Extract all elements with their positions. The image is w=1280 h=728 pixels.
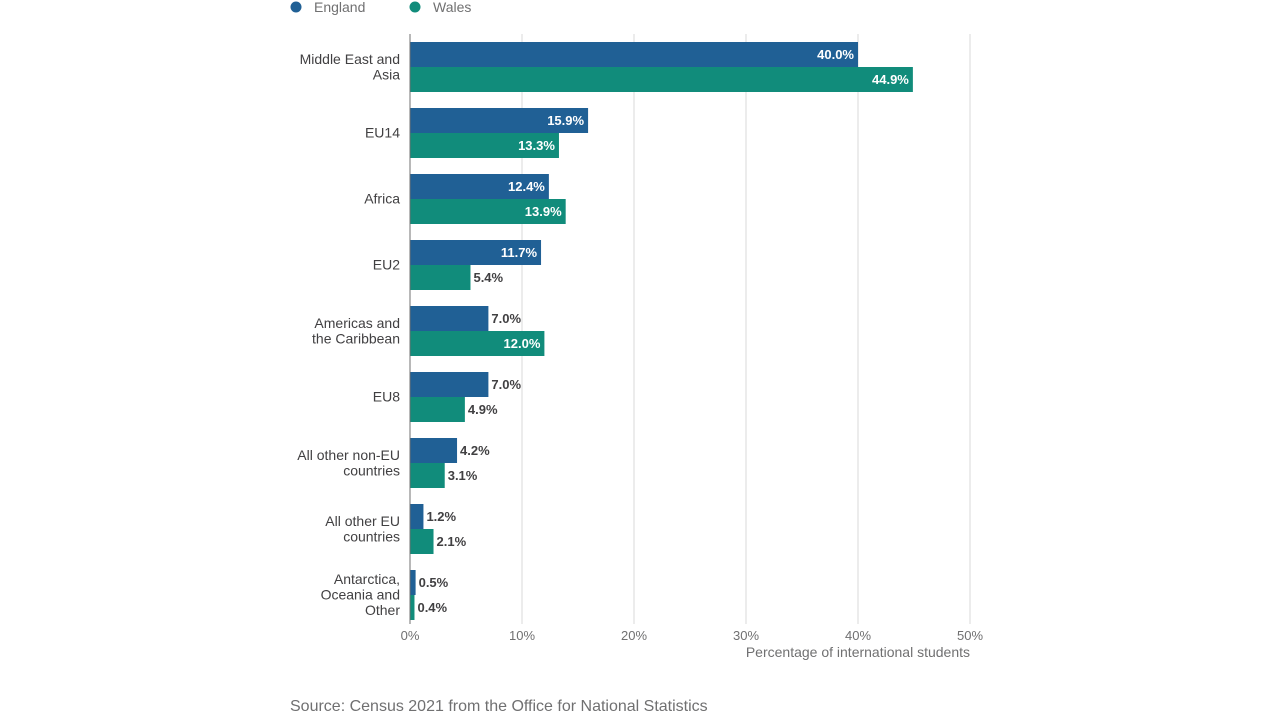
x-tick-label: 30% bbox=[733, 628, 759, 643]
gridlines bbox=[521, 34, 971, 624]
data-label: 44.9% bbox=[872, 72, 909, 87]
category-label: All other non-EU countries bbox=[297, 447, 400, 479]
bar-england bbox=[410, 570, 416, 595]
bar-england bbox=[410, 108, 589, 133]
x-axis-title: Percentage of international students bbox=[746, 644, 970, 660]
bar-england bbox=[410, 174, 549, 199]
data-label: 0.5% bbox=[419, 575, 449, 590]
data-label: 12.0% bbox=[504, 336, 541, 351]
bar-wales bbox=[410, 265, 471, 290]
bar-wales bbox=[410, 529, 434, 554]
data-label: 4.2% bbox=[460, 443, 490, 458]
category-label: EU14 bbox=[365, 125, 400, 141]
data-label: 7.0% bbox=[491, 311, 521, 326]
data-label: 3.1% bbox=[448, 468, 478, 483]
x-tick-label: 50% bbox=[957, 628, 983, 643]
category-label: Americas and the Caribbean bbox=[312, 315, 400, 347]
x-tick-label: 0% bbox=[401, 628, 420, 643]
legend-swatch-england bbox=[290, 1, 302, 13]
category-label: EU2 bbox=[373, 257, 400, 273]
bars: 40.0% 44.9% 15.9% 13.3% 12.4% 13.9% 11.7% 5.4% 7… bbox=[410, 42, 913, 620]
x-tick-label: 20% bbox=[621, 628, 647, 643]
bar-england bbox=[410, 372, 489, 397]
bar-wales bbox=[410, 463, 445, 488]
data-label: 11.7% bbox=[501, 245, 538, 260]
bar-wales bbox=[410, 67, 913, 92]
data-label: 7.0% bbox=[491, 377, 521, 392]
bar-england bbox=[410, 240, 542, 265]
category-labels: Middle East and Asia EU14 Africa EU2 Americas… bbox=[297, 51, 400, 618]
legend-swatch-wales bbox=[409, 1, 421, 13]
source-note: Source: Census 2021 from the Office for … bbox=[290, 698, 708, 715]
data-label: 40.0% bbox=[817, 47, 854, 62]
bar-wales bbox=[410, 595, 415, 620]
category-label: EU8 bbox=[373, 389, 400, 405]
data-label: 2.1% bbox=[437, 534, 467, 549]
category-label: Middle East and Asia bbox=[300, 51, 401, 83]
category-label: Africa bbox=[364, 191, 400, 207]
bar-england bbox=[410, 438, 458, 463]
category-label: Antarctica, Oceania and Other bbox=[321, 571, 401, 618]
bar-wales bbox=[410, 397, 465, 422]
data-label: 13.3% bbox=[518, 138, 555, 153]
x-tick-label: 10% bbox=[509, 628, 535, 643]
bar-wales bbox=[410, 331, 545, 356]
bar-england bbox=[410, 306, 489, 331]
legend-label-england: England bbox=[314, 0, 365, 15]
category-label: All other EU countries bbox=[325, 513, 400, 545]
data-label: 15.9% bbox=[547, 113, 584, 128]
x-axis: 0% 10% 20% 30% 40% 50% bbox=[401, 34, 983, 643]
bar-wales bbox=[410, 133, 559, 158]
data-label: 4.9% bbox=[468, 402, 498, 417]
legend-label-wales: Wales bbox=[433, 0, 471, 15]
bar-wales bbox=[410, 199, 566, 224]
data-label: 5.4% bbox=[473, 270, 503, 285]
data-label: 12.4% bbox=[508, 179, 545, 194]
x-tick-label: 40% bbox=[845, 628, 871, 643]
data-label: 0.4% bbox=[417, 600, 447, 615]
bar-england bbox=[410, 42, 858, 67]
data-label: 1.2% bbox=[426, 509, 456, 524]
bar-england bbox=[410, 504, 424, 529]
legend: England Wales bbox=[290, 0, 471, 15]
data-label: 13.9% bbox=[525, 204, 562, 219]
